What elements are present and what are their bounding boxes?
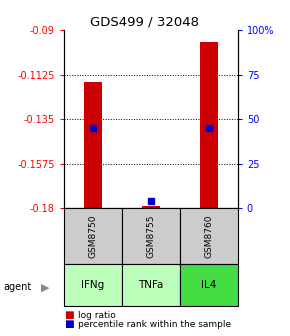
Bar [122,264,180,306]
Text: ■: ■ [64,319,74,329]
Bar [122,208,180,264]
Bar [142,206,160,208]
Text: ■: ■ [64,310,74,320]
Bar [200,42,218,208]
Bar [64,264,122,306]
Text: percentile rank within the sample: percentile rank within the sample [78,320,231,329]
Text: GSM8750: GSM8750 [88,214,97,258]
Text: GDS499 / 32048: GDS499 / 32048 [90,15,200,28]
Text: IFNg: IFNg [81,280,104,290]
Bar [180,208,238,264]
Text: ▶: ▶ [41,282,49,292]
Text: GSM8760: GSM8760 [204,214,213,258]
Bar [84,82,102,208]
Text: TNFa: TNFa [138,280,164,290]
Text: log ratio: log ratio [78,311,116,320]
Text: agent: agent [3,282,31,292]
Bar [64,208,122,264]
Bar [180,264,238,306]
Text: IL4: IL4 [201,280,217,290]
Text: GSM8755: GSM8755 [146,214,155,258]
